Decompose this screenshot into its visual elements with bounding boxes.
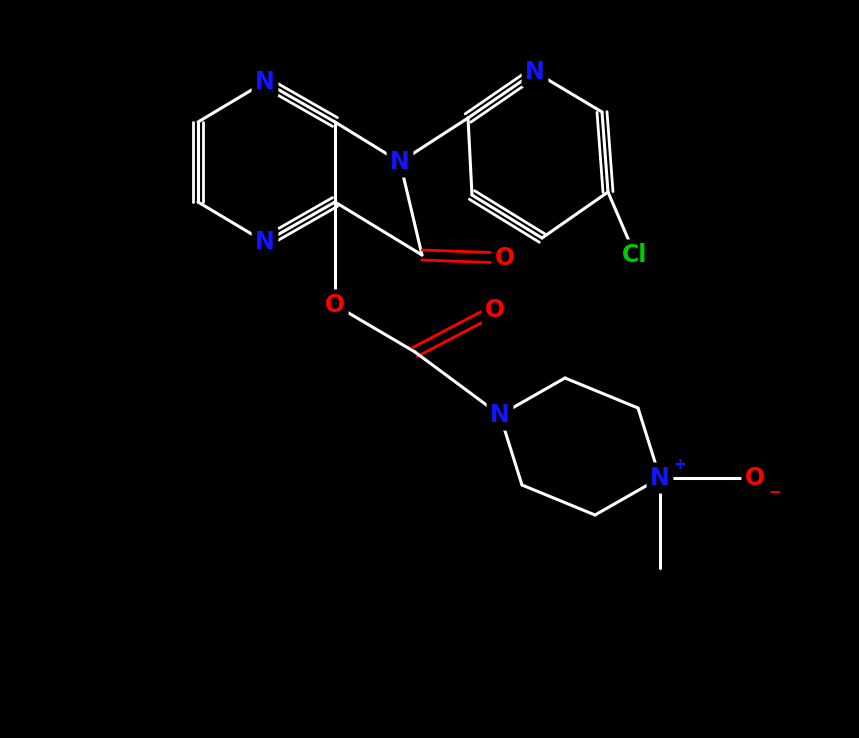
Text: O: O: [745, 466, 765, 490]
Text: Cl: Cl: [622, 243, 648, 267]
Text: O: O: [485, 298, 505, 322]
Text: +: +: [673, 457, 686, 472]
Text: N: N: [650, 466, 670, 490]
Text: N: N: [490, 403, 510, 427]
Text: N: N: [525, 60, 545, 84]
Text: N: N: [255, 70, 275, 94]
Text: N: N: [255, 230, 275, 254]
Text: −: −: [769, 485, 782, 500]
Text: O: O: [495, 246, 515, 270]
Text: O: O: [325, 293, 345, 317]
Text: N: N: [390, 150, 410, 174]
